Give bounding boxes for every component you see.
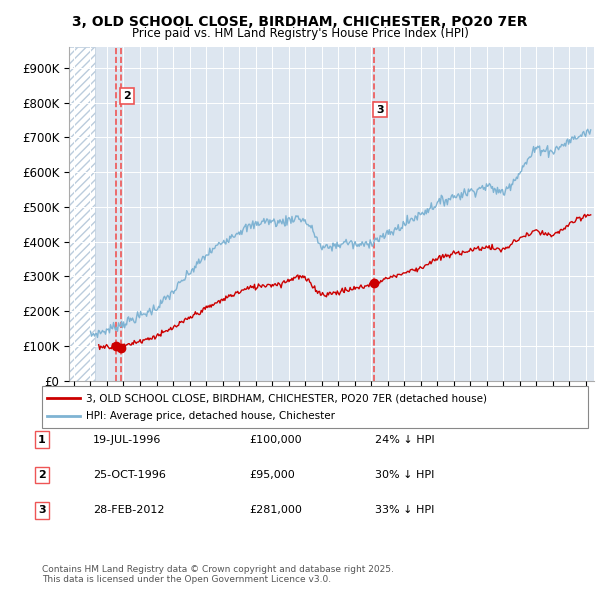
Text: 2: 2 — [38, 470, 46, 480]
Text: 25-OCT-1996: 25-OCT-1996 — [93, 470, 166, 480]
Text: 19-JUL-1996: 19-JUL-1996 — [93, 435, 161, 444]
Text: 3: 3 — [38, 506, 46, 515]
Text: 24% ↓ HPI: 24% ↓ HPI — [375, 435, 434, 444]
Text: 3, OLD SCHOOL CLOSE, BIRDHAM, CHICHESTER, PO20 7ER: 3, OLD SCHOOL CLOSE, BIRDHAM, CHICHESTER… — [72, 15, 528, 29]
Text: Price paid vs. HM Land Registry's House Price Index (HPI): Price paid vs. HM Land Registry's House … — [131, 27, 469, 40]
Text: HPI: Average price, detached house, Chichester: HPI: Average price, detached house, Chic… — [86, 411, 335, 421]
FancyBboxPatch shape — [42, 386, 588, 428]
Text: 3, OLD SCHOOL CLOSE, BIRDHAM, CHICHESTER, PO20 7ER (detached house): 3, OLD SCHOOL CLOSE, BIRDHAM, CHICHESTER… — [86, 393, 487, 403]
Text: 30% ↓ HPI: 30% ↓ HPI — [375, 470, 434, 480]
Text: 28-FEB-2012: 28-FEB-2012 — [93, 506, 164, 515]
Bar — [69, 47, 95, 381]
Text: 1: 1 — [38, 435, 46, 444]
Text: £281,000: £281,000 — [249, 506, 302, 515]
Text: £100,000: £100,000 — [249, 435, 302, 444]
Text: 33% ↓ HPI: 33% ↓ HPI — [375, 506, 434, 515]
Text: 2: 2 — [123, 91, 131, 101]
Text: £95,000: £95,000 — [249, 470, 295, 480]
Text: 3: 3 — [376, 104, 384, 114]
Text: Contains HM Land Registry data © Crown copyright and database right 2025.
This d: Contains HM Land Registry data © Crown c… — [42, 565, 394, 584]
